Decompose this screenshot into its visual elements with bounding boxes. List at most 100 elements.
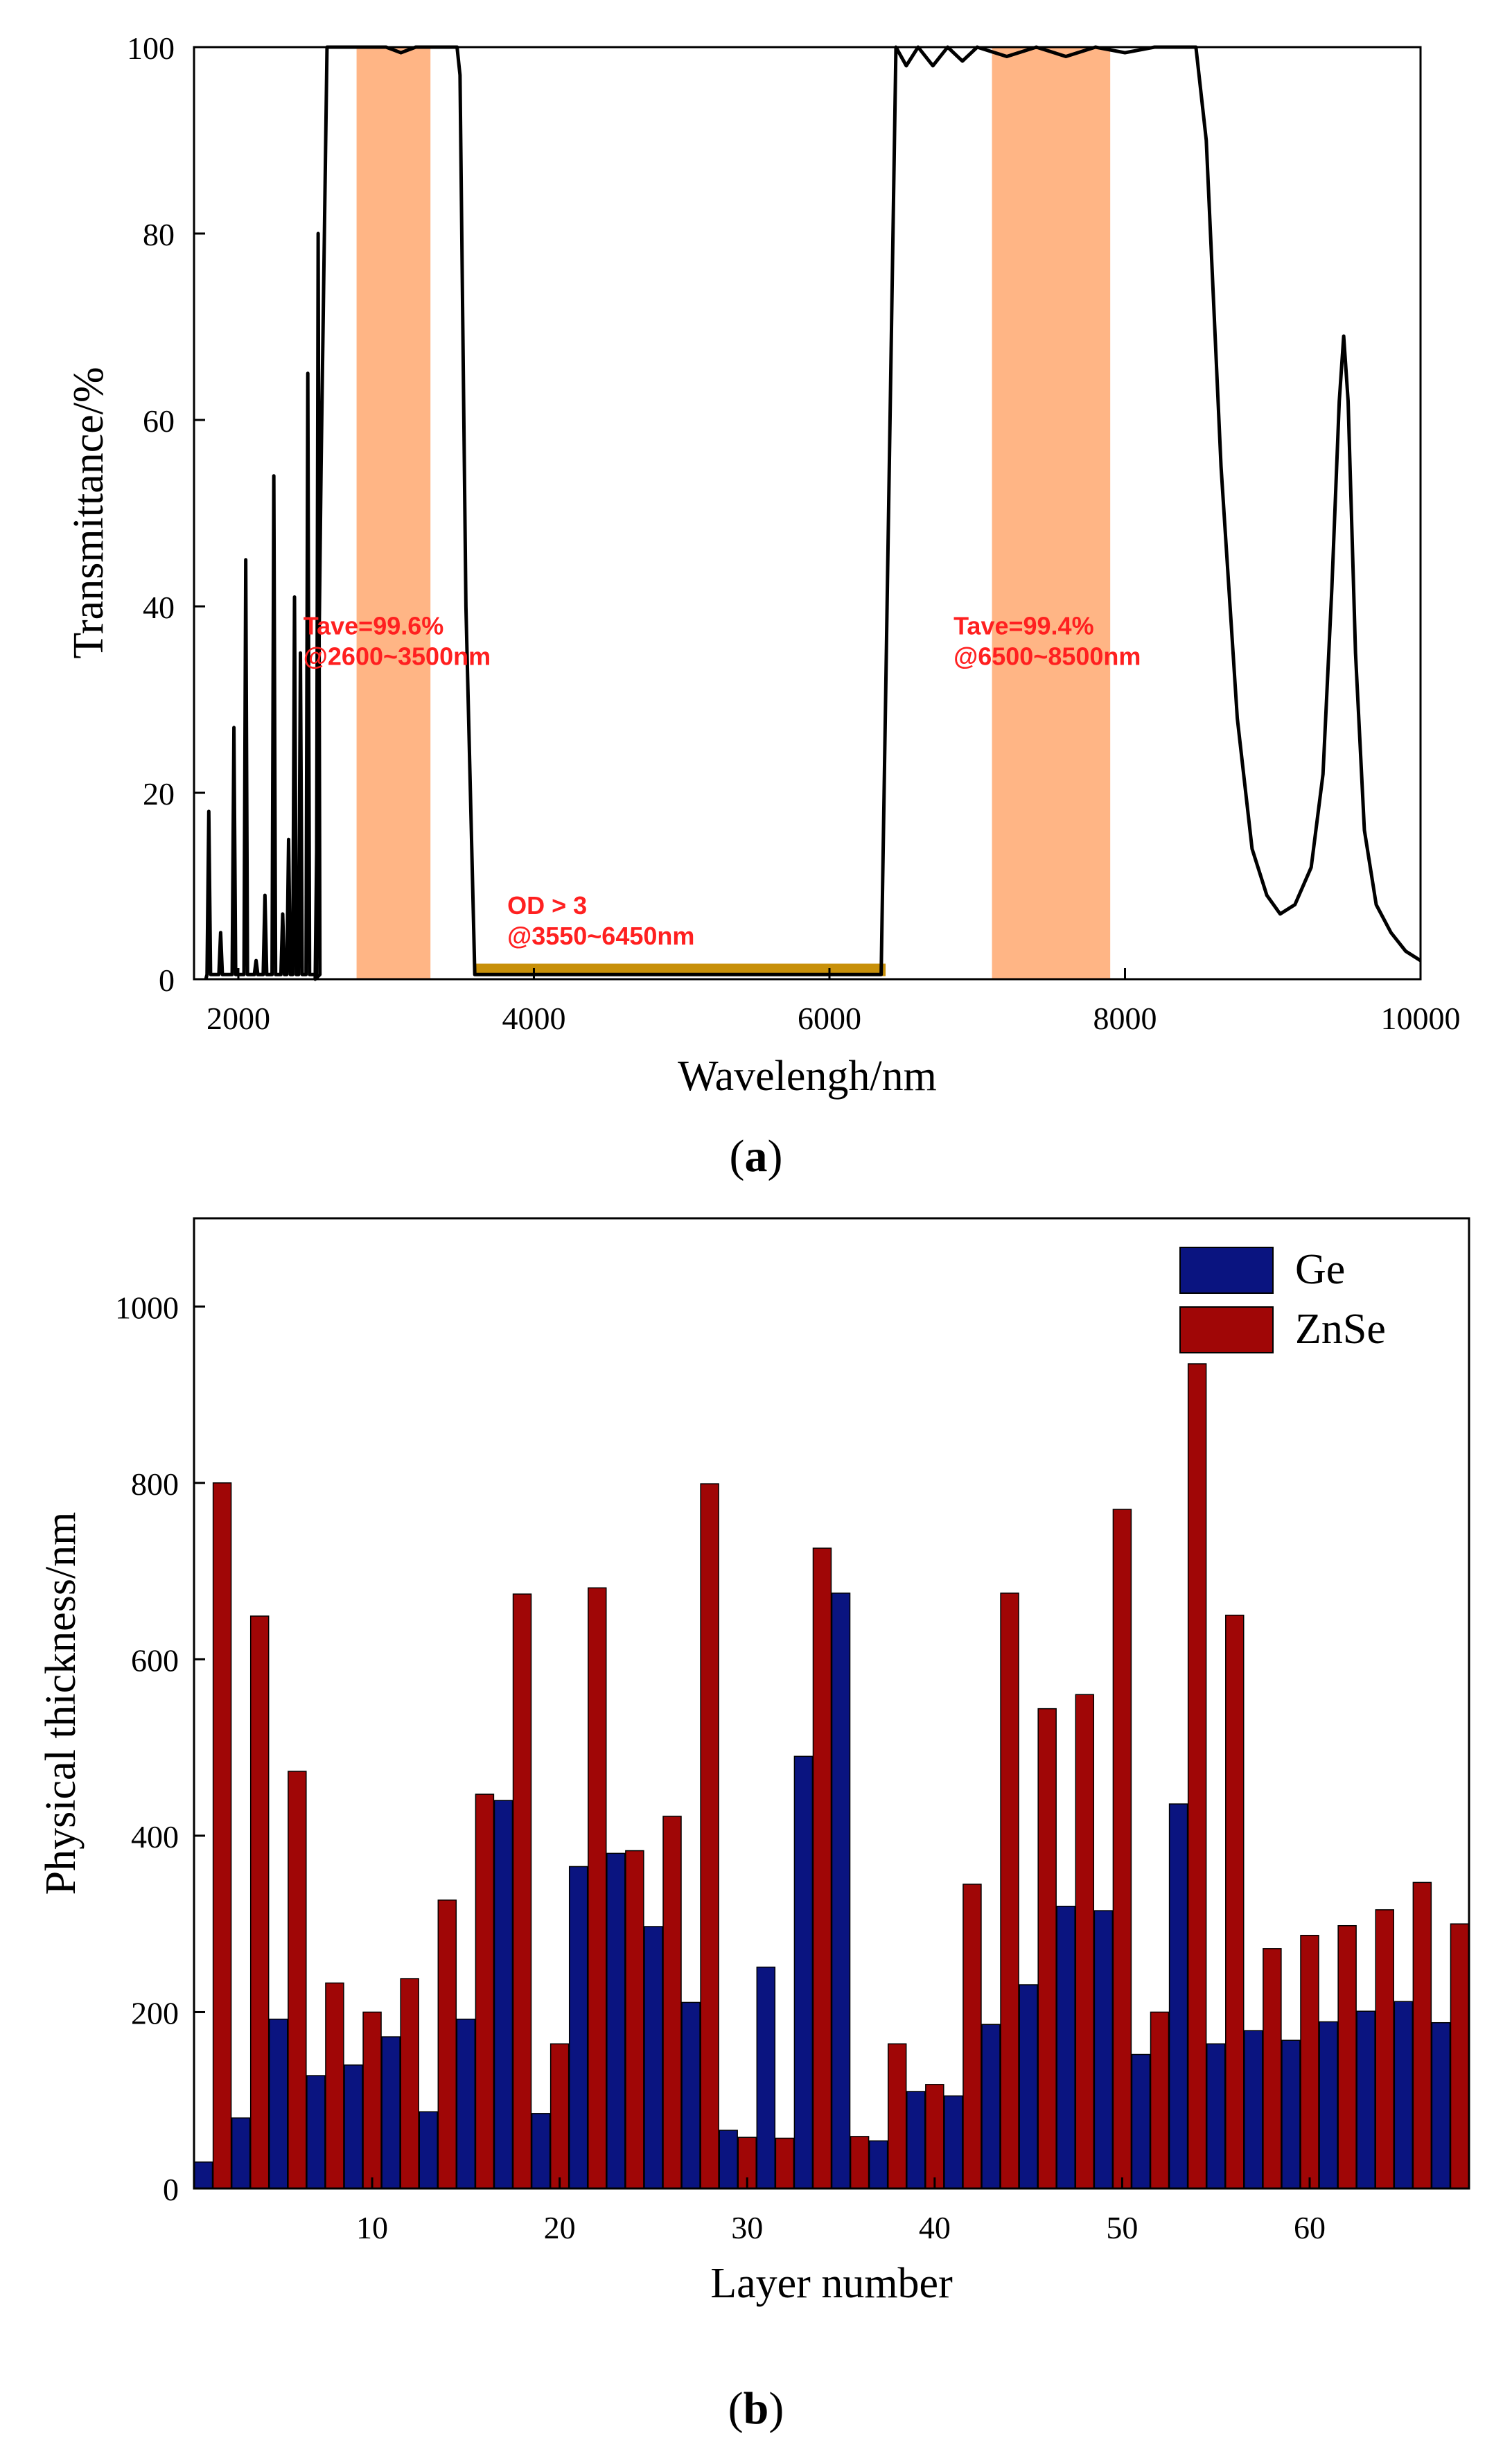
bar-ge-layer-25 [644,1926,663,2189]
bar-ge-layer-31 [756,1966,776,2189]
bar-znse-layer-20 [550,2043,570,2189]
bar-znse-layer-8 [325,1982,344,2189]
pass-band-1 [356,47,431,979]
bar-ge-layer-45 [1019,1984,1038,2189]
bar-znse-layer-44 [1000,1593,1019,2189]
bar-znse-layer-68 [1450,1923,1470,2189]
y-axis-label-a: Transmittance/% [65,367,112,658]
bar-ge-layer-21 [568,1866,588,2189]
bar-ge-layer-7 [306,2075,326,2189]
bar-ge-layer-19 [531,2113,551,2189]
bar-ge-layer-27 [681,2001,701,2189]
x-tick-label: 40 [919,2210,951,2245]
x-tick-label: 4000 [502,1001,565,1036]
bar-ge-layer-37 [868,2140,888,2189]
legend: Ge ZnSe [1179,1246,1386,1353]
panel-caption-b: (b) [728,2383,784,2434]
bar-ge-layer-61 [1319,2021,1338,2189]
bar-ge-layer-47 [1056,1905,1075,2189]
bar-ge-layer-43 [981,2024,1001,2189]
bar-ge-layer-41 [944,2095,963,2189]
legend-label-znse: ZnSe [1295,1306,1386,1353]
y-tick-label: 1000 [115,1290,179,1325]
bar-ge-layer-49 [1093,1910,1114,2189]
panel-caption-a: (a) [730,1131,783,1182]
annotations-a: Tave=99.6% @2600~3500nm OD > 3 @3550~6450nm… [304,611,1141,950]
x-tick-label: 8000 [1093,1001,1157,1036]
bar-ge-layer-13 [419,2111,438,2189]
bar-ge-layer-3 [231,2117,251,2189]
bar-znse-layer-18 [512,1593,532,2189]
y-ticks-a: 0 20 40 60 80 100 [127,30,205,998]
y-tick-label: 800 [131,1466,179,1502]
bar-ge-layer-35 [831,1593,851,2189]
bar-znse-layer-10 [362,2011,382,2189]
panel-a: 0 20 40 60 80 100 2000 4000 6000 8000 10000 Tave=… [65,30,1461,1182]
bar-ge-layer-63 [1356,2010,1375,2189]
panel-b: 0 200 400 600 800 1000 10 20 30 40 50 60 Ge ZnSe La… [37,1217,1470,2434]
bar-ge-layer-17 [493,1800,513,2189]
bar-znse-layer-32 [775,2137,795,2189]
bar-znse-layer-54 [1187,1363,1207,2189]
bar-ge-layer-65 [1394,2001,1414,2189]
y-tick-label: 0 [163,2172,179,2207]
x-ticks-b: 10 20 30 40 50 60 [356,2177,1326,2245]
bar-ge-layer-67 [1431,2021,1451,2189]
y-axis-label-b: Physical thickness/nm [37,1512,85,1895]
pass-band-2-note: Tave=99.4% @6500~8500nm [953,611,1141,670]
stop-band-note-line: @3550~6450nm [507,922,694,950]
bar-znse-layer-22 [588,1587,607,2189]
bar-znse-layer-14 [437,1900,457,2189]
pass-bands [356,47,1111,979]
bar-znse-layer-24 [625,1850,644,2189]
y-tick-label: 100 [127,30,175,66]
x-tick-label: 6000 [798,1001,861,1036]
bar-znse-layer-26 [662,1816,682,2189]
bar-ge-layer-11 [381,2036,401,2189]
y-tick-label: 0 [159,963,175,998]
legend-swatch-ge [1179,1247,1274,1294]
bar-znse-layer-36 [850,2136,870,2189]
pass-band-2 [992,47,1111,979]
bar-znse-layer-2 [212,1482,232,2189]
x-tick-label: 50 [1106,2210,1138,2245]
bar-znse-layer-28 [700,1483,719,2189]
bar-ge-layer-23 [606,1852,626,2189]
y-ticks-b: 0 200 400 600 800 1000 [115,1290,205,2207]
pass-band-2-note-line: Tave=99.4% [953,611,1093,640]
x-tick-label: 10000 [1381,1001,1461,1036]
y-tick-label: 400 [131,1819,179,1854]
x-axis-label-b: Layer number [710,2260,953,2307]
bar-znse-layer-62 [1337,1924,1357,2189]
bar-ge-layer-57 [1244,2030,1263,2189]
bar-znse-layer-34 [812,1547,832,2189]
bar-znse-layer-60 [1300,1934,1319,2189]
bar-ge-layer-9 [344,2064,363,2189]
legend-label-ge: Ge [1295,1246,1345,1293]
y-tick-label: 60 [143,403,175,439]
bar-ge-layer-1 [193,2161,213,2189]
bar-znse-layer-48 [1075,1694,1095,2189]
plot-frame-b [193,1217,1470,2190]
bars [193,1363,1470,2189]
pass-band-1-note-line: Tave=99.6% [304,611,443,640]
x-axis-label-a: Wavelengh/nm [678,1053,937,1100]
bar-znse-layer-40 [925,2084,944,2189]
bar-znse-layer-42 [962,1884,982,2189]
bar-ge-layer-59 [1281,2040,1301,2189]
bar-znse-layer-46 [1037,1708,1057,2189]
y-tick-label: 20 [143,776,175,812]
pass-band-1-note: Tave=99.6% @2600~3500nm [304,611,491,670]
plot-frame-a [193,46,1422,981]
y-tick-label: 600 [131,1642,179,1678]
bar-ge-layer-39 [906,2091,926,2189]
y-tick-label: 200 [131,1995,179,2030]
bar-ge-layer-55 [1206,2043,1226,2189]
bar-znse-layer-52 [1150,2011,1170,2189]
y-tick-label: 80 [143,217,175,252]
x-tick-label: 20 [544,2210,576,2245]
legend-swatch-znse [1179,1306,1274,1353]
bar-znse-layer-4 [249,1615,270,2189]
x-ticks-a: 2000 4000 6000 8000 10000 [206,968,1461,1036]
bar-znse-layer-6 [288,1771,307,2189]
